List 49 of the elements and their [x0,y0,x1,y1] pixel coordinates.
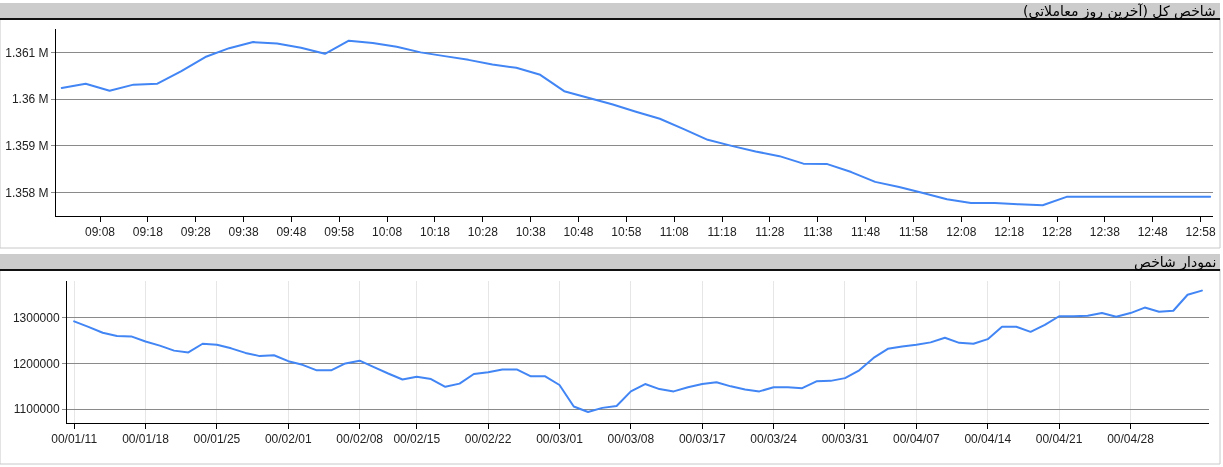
x-tick-label: 00/04/21 [1035,432,1083,447]
chart-title: نمودار شاخص [1134,254,1217,271]
x-tick-label: 00/01/25 [193,432,241,447]
y-tick-label: 1300000 [12,310,60,325]
x-tick-label: 09:08 [84,225,116,240]
x-tick-label: 00/04/14 [964,432,1012,447]
x-tick-label: 12:58 [1185,225,1216,240]
x-tick-label: 00/03/01 [536,432,584,447]
y-tick-label: 1.36 M [11,92,49,107]
y-tick-label: 1.359 M [5,139,49,154]
x-tick-label: 12:28 [1042,225,1073,240]
x-tick-label: 09:48 [276,225,307,240]
x-tick-label: 11:48 [851,225,881,240]
x-tick-label: 10:28 [467,225,499,240]
x-tick-label: 12:18 [994,225,1025,240]
x-tick-label: 00/03/31 [821,432,869,447]
x-tick-label: 00/03/24 [750,432,798,447]
x-tick-label: 11:08 [659,225,690,240]
x-tick-label: 00/01/18 [122,432,170,447]
y-tick-label: 1.358 M [5,185,49,200]
x-tick-label: 09:58 [324,225,355,240]
x-tick-label: 10:58 [611,225,642,240]
x-tick-label: 09:38 [228,225,259,240]
x-tick-label: 11:58 [898,225,929,240]
y-tick-label: 1200000 [12,356,60,371]
x-tick-label: 09:18 [132,225,164,240]
x-tick-label: 11:18 [707,225,737,240]
x-tick-label: 12:08 [946,225,977,240]
x-tick-label: 00/01/11 [51,432,98,447]
y-tick-label: 1100000 [13,402,60,417]
x-tick-label: 11:28 [755,225,785,240]
x-tick-label: 00/03/17 [678,432,726,447]
x-tick-label: 00/02/15 [393,432,441,447]
x-tick-label: 00/02/22 [464,432,512,447]
y-tick-label: 1.361 M [5,45,49,60]
x-tick-label: 09:28 [180,225,212,240]
x-tick-label: 10:38 [515,225,546,240]
x-tick-label: 10:48 [563,225,594,240]
x-tick-label: 12:38 [1089,225,1121,240]
x-tick-label: 10:08 [372,225,403,240]
chart-title: شاخص کل (آخرین روز معاملاتی) [1023,3,1216,20]
x-tick-label: 00/02/01 [264,432,312,447]
x-tick-label: 00/03/08 [607,432,655,447]
x-tick-label: 10:18 [419,225,451,240]
x-tick-label: 11:38 [803,225,833,240]
x-tick-label: 00/04/07 [893,432,941,447]
x-tick-label: 00/02/08 [336,432,384,447]
x-tick-label: 00/04/28 [1107,432,1155,447]
x-tick-label: 12:48 [1137,225,1169,240]
